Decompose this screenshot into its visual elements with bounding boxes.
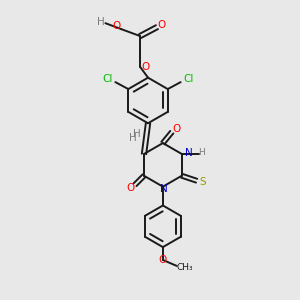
Text: O: O: [158, 20, 166, 30]
Text: Cl: Cl: [102, 74, 113, 84]
Text: H: H: [129, 133, 137, 142]
Text: H: H: [133, 129, 141, 139]
Text: CH₃: CH₃: [176, 263, 193, 272]
Text: O: O: [172, 124, 181, 134]
Text: S: S: [199, 177, 206, 187]
Text: O: O: [112, 21, 120, 31]
Text: H: H: [97, 17, 104, 27]
Text: N: N: [185, 148, 193, 158]
Text: H: H: [198, 148, 205, 158]
Text: N: N: [160, 184, 168, 194]
Text: O: O: [159, 255, 167, 265]
Text: O: O: [141, 62, 149, 72]
Text: Cl: Cl: [183, 74, 194, 84]
Text: O: O: [126, 183, 134, 193]
